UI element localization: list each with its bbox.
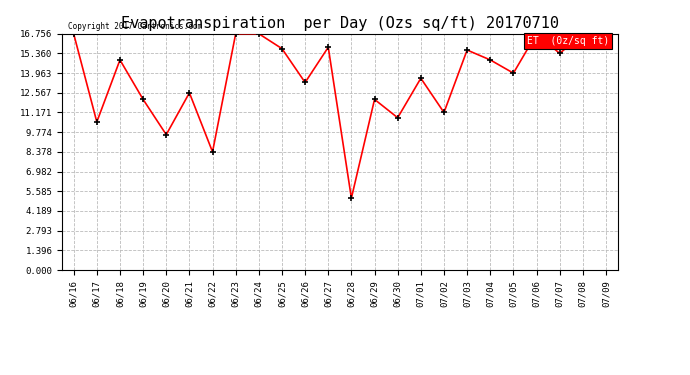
Text: Copyright 2017 Cartronics.com: Copyright 2017 Cartronics.com [68, 22, 201, 32]
Title: Evapotranspiration  per Day (Ozs sq/ft) 20170710: Evapotranspiration per Day (Ozs sq/ft) 2… [121, 16, 559, 31]
Text: ET  (0z/sq ft): ET (0z/sq ft) [527, 36, 609, 46]
